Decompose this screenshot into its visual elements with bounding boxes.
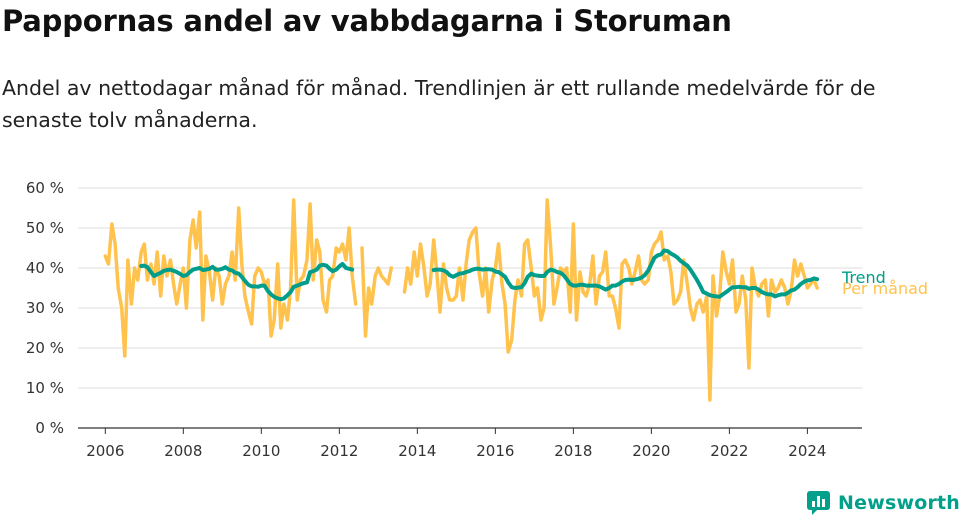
brand-logo[interactable]: Newsworthy — [806, 490, 960, 516]
x-tick-label: 2024 — [788, 442, 826, 460]
y-tick-label: 10 % — [26, 379, 64, 397]
x-tick-label: 2014 — [398, 442, 436, 460]
y-tick-label: 60 % — [26, 179, 64, 197]
x-tick-label: 2016 — [476, 442, 514, 460]
series-line-trend — [139, 248, 820, 302]
x-tick-label: 2006 — [86, 442, 124, 460]
chart-subtitle: Andel av nettodagar månad för månad. Tre… — [2, 76, 876, 132]
y-tick-label: 50 % — [26, 219, 64, 237]
y-tick-label: 40 % — [26, 259, 64, 277]
series-label-trend: Trend — [841, 268, 886, 287]
x-tick-label: 2022 — [710, 442, 748, 460]
series-line-monthly — [103, 198, 819, 402]
x-tick-label: 2008 — [164, 442, 202, 460]
series-label-monthly: Per månad — [842, 279, 928, 298]
x-tick-label: 2020 — [632, 442, 670, 460]
y-tick-label: 30 % — [26, 299, 64, 317]
y-tick-label: 20 % — [26, 339, 64, 357]
x-tick-label: 2018 — [554, 442, 592, 460]
y-tick-label: 0 % — [35, 419, 64, 437]
brand-name: Newsworthy — [838, 492, 960, 514]
chart-title: Pappornas andel av vabbdagarna i Storuma… — [2, 4, 732, 38]
newsworthy-logo-icon — [807, 491, 830, 515]
x-tick-label: 2012 — [320, 442, 358, 460]
x-tick-label: 2010 — [242, 442, 280, 460]
